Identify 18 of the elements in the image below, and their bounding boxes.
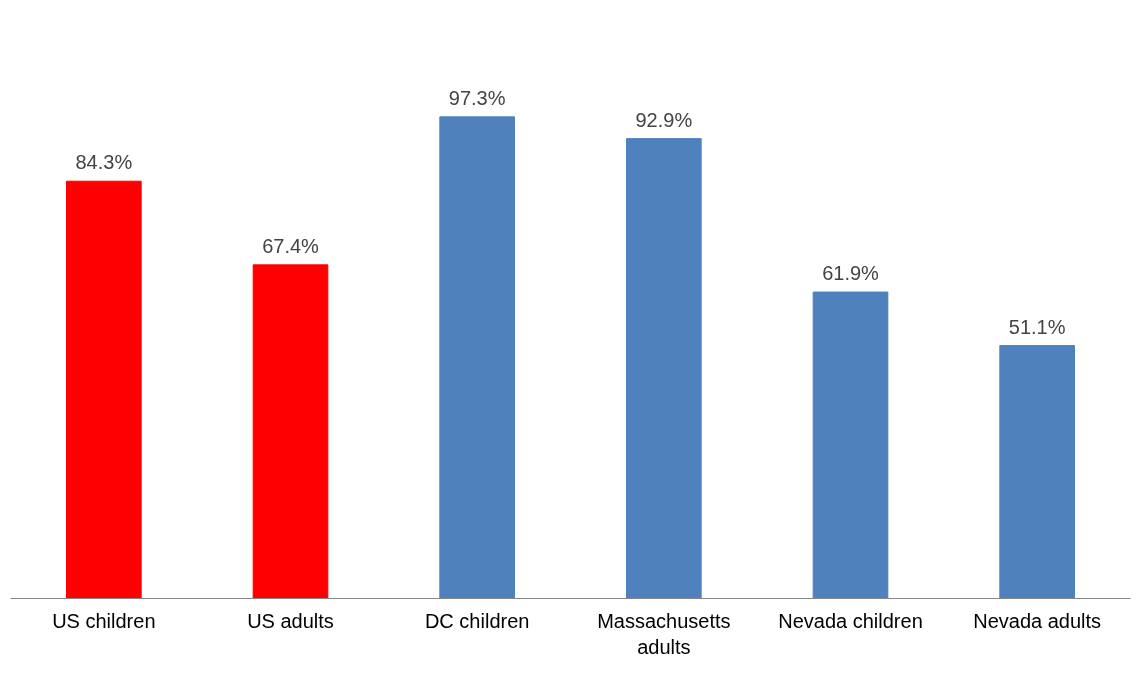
x-tick-label: Nevada children	[778, 609, 923, 632]
bar	[626, 138, 702, 599]
bar	[252, 264, 329, 599]
x-tick-label: US adults	[247, 609, 334, 632]
data-label: 51.1%	[1008, 315, 1066, 338]
bar	[999, 345, 1075, 599]
data-label: 61.9%	[822, 262, 880, 285]
x-tick-label: Massachusetts adults	[597, 609, 731, 658]
x-tick-label: US children	[52, 609, 156, 632]
data-label: 97.3%	[448, 86, 506, 109]
bar	[812, 291, 889, 599]
x-tick-label: Nevada adults	[973, 609, 1102, 632]
bar	[66, 180, 142, 599]
data-label: 92.9%	[635, 108, 693, 131]
data-label: 67.4%	[262, 234, 320, 257]
x-tick-label: DC children	[424, 609, 530, 632]
bar	[439, 116, 515, 599]
data-label: 84.3%	[75, 151, 133, 174]
